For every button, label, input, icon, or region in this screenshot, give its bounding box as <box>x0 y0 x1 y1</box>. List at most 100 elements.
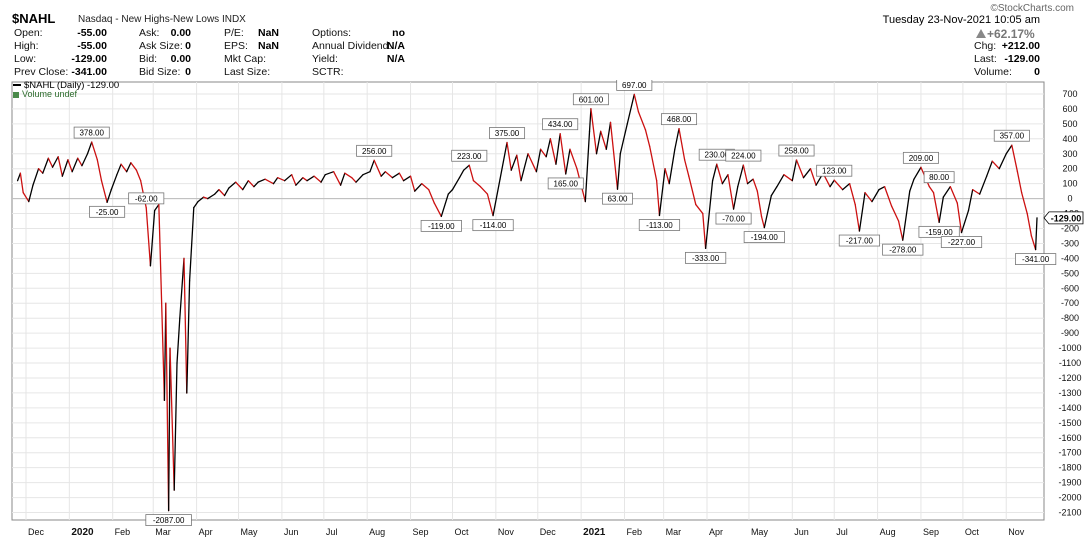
last-value-tag <box>1043 211 1084 225</box>
series-segment <box>351 177 357 183</box>
series-segment <box>913 166 922 180</box>
ask-label: Ask: <box>139 27 160 39</box>
series-segment <box>284 174 293 182</box>
y-tick-label: -1900 <box>1058 478 1081 488</box>
series-segment <box>188 206 195 282</box>
annotation-box <box>940 236 983 248</box>
series-segment <box>51 156 59 168</box>
low-label: Low: <box>14 53 37 65</box>
series-segment <box>77 157 83 167</box>
series-segment <box>967 188 974 212</box>
y-tick-label: -2000 <box>1058 493 1081 503</box>
series-segment <box>600 130 607 150</box>
series-segment <box>207 193 216 200</box>
change-percent: +62.17% <box>987 27 1035 41</box>
series-segment <box>742 164 749 185</box>
series-segment <box>106 188 112 203</box>
series-segment <box>277 177 286 182</box>
series-segment <box>214 188 220 195</box>
high-value: -55.00 <box>77 40 107 52</box>
series-segment <box>242 180 249 191</box>
annotation-label: -62.00 <box>135 194 158 203</box>
annotation-box <box>778 144 815 157</box>
annotation-box <box>918 225 960 238</box>
series-segment <box>732 185 739 210</box>
series-segment <box>704 180 714 250</box>
series-segment <box>1034 217 1038 251</box>
last-label: Last: <box>974 53 997 65</box>
series-segment <box>588 108 592 132</box>
series-segment <box>1016 171 1023 194</box>
series-segment <box>760 215 765 229</box>
plot-area <box>11 81 1045 521</box>
series-segment <box>595 130 602 155</box>
series-segment <box>257 178 266 183</box>
annotation-box <box>420 219 462 232</box>
series-segment <box>833 179 844 191</box>
series-segment <box>644 129 651 147</box>
pe-value: NaN <box>257 27 279 39</box>
x-tick-label: Aug <box>880 527 896 537</box>
series-segment <box>499 141 508 180</box>
series-segment <box>272 177 279 185</box>
series-segment <box>871 188 880 203</box>
series-segment <box>695 203 704 215</box>
annotation-label: 468.00 <box>667 115 692 124</box>
series-segment <box>332 171 342 186</box>
series-segment <box>169 347 175 491</box>
x-tick-label: Mar <box>155 527 171 537</box>
annotation-box <box>661 113 698 126</box>
series-segment <box>711 163 718 182</box>
series-segment <box>649 145 658 182</box>
open-label: Open: <box>14 27 43 39</box>
y-tick-label: 200 <box>1062 164 1077 174</box>
series-segment <box>619 123 628 155</box>
x-tick-label: Jul <box>836 527 848 537</box>
series-segment <box>81 153 89 167</box>
series-segment <box>339 172 346 186</box>
series-segment <box>158 203 166 402</box>
series-segment <box>938 196 944 224</box>
annotation-box <box>472 219 514 232</box>
series-segment <box>746 178 754 185</box>
series-segment <box>235 181 244 191</box>
yield-value: N/A <box>386 53 405 65</box>
series-segment <box>463 164 470 171</box>
eps-label: EPS: <box>224 40 248 52</box>
series-segment <box>909 178 915 192</box>
series-segment <box>656 180 661 217</box>
series-segment <box>683 159 690 177</box>
annotation-label: 258.00 <box>784 147 809 156</box>
annotation-box <box>572 93 609 106</box>
annotation-label: 378.00 <box>79 129 104 138</box>
y-tick-label: -600 <box>1061 283 1079 293</box>
annotation-label: -2087.00 <box>153 516 185 525</box>
series-segment <box>428 188 435 204</box>
x-tick-label: Oct <box>965 527 980 537</box>
series-segment <box>91 141 98 161</box>
y-tick-label: -1300 <box>1058 388 1081 398</box>
y-tick-label: -200 <box>1061 223 1079 233</box>
brand-watermark: ©StockCharts.com <box>990 3 1074 14</box>
y-tick-label: 0 <box>1067 194 1072 204</box>
annotation-label: 224.00 <box>731 152 756 161</box>
series-segment <box>380 171 387 177</box>
annotation-label: -159.00 <box>926 228 954 237</box>
x-tick-label: May <box>241 527 259 537</box>
annotation-label: -333.00 <box>692 254 720 263</box>
y-tick-label: -1200 <box>1058 373 1081 383</box>
annotation-label: -194.00 <box>751 233 779 242</box>
y-tick-label: -400 <box>1061 253 1079 263</box>
volume-value: 0 <box>1034 66 1040 78</box>
series-segment <box>71 157 79 173</box>
annotation-label: -25.00 <box>96 208 119 217</box>
eps-value: NaN <box>257 40 279 52</box>
series-segment <box>565 148 571 175</box>
y-tick-label: 600 <box>1062 104 1077 114</box>
series-segment <box>791 159 798 182</box>
series-segment <box>506 141 512 171</box>
y-tick-label: -300 <box>1061 238 1079 248</box>
series-segment <box>802 168 812 179</box>
series-segment <box>1005 144 1013 155</box>
x-tick-label: Jun <box>284 527 299 537</box>
